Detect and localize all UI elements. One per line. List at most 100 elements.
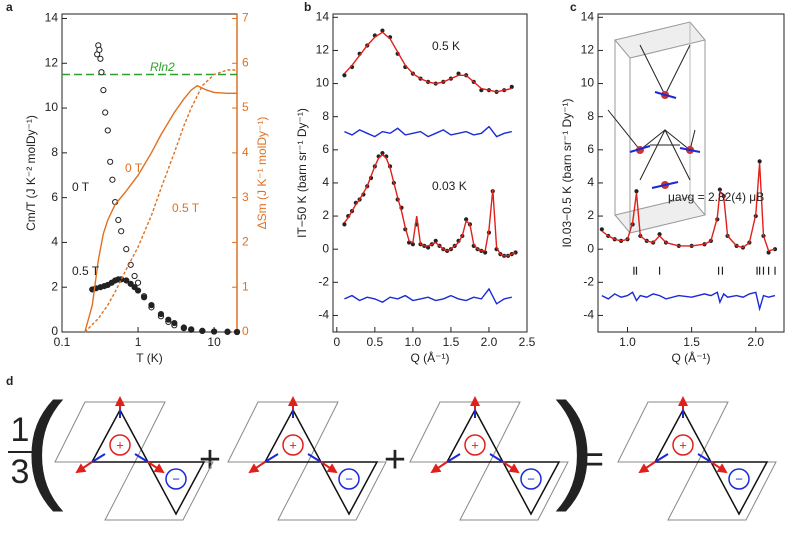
y-tick-label: 2 — [587, 208, 594, 222]
cell — [227, 401, 339, 463]
data-point — [211, 328, 218, 335]
cell — [667, 461, 777, 521]
charge-minus — [338, 468, 360, 490]
spin-arrow — [248, 461, 266, 474]
data-point — [131, 272, 138, 280]
data-point — [123, 246, 130, 253]
spin-arrow — [502, 461, 520, 474]
spin-arrow — [320, 461, 338, 474]
fraction-denominator: 3 — [11, 453, 30, 491]
charge-plus — [282, 434, 304, 456]
charge-sign: + — [116, 437, 124, 452]
y-tick-label: 0 — [322, 241, 329, 255]
data-point — [157, 310, 165, 318]
cell — [617, 401, 729, 463]
charge-minus — [165, 468, 187, 490]
data-point — [171, 319, 178, 327]
triangle — [263, 408, 323, 463]
x-tick-label: 0.5 — [366, 335, 383, 349]
data-point — [199, 327, 206, 334]
spin-tail — [264, 453, 279, 463]
data-point — [115, 216, 122, 224]
y-axis-title: Cm/T (J K⁻² molDy⁻¹) — [24, 115, 38, 231]
y-tick-label: 12 — [316, 43, 330, 57]
x-tick-label: 1.5 — [443, 335, 460, 349]
x-axis-title: T (K) — [136, 351, 162, 365]
charge-sign: − — [172, 471, 180, 486]
x-tick-label: 2.0 — [481, 335, 498, 349]
spin-tail — [489, 453, 504, 463]
x-tick-label: 2.5 — [519, 335, 536, 349]
y-tick-label: 0 — [587, 241, 594, 255]
charge-sign: − — [527, 471, 535, 486]
data-point — [107, 158, 114, 165]
data-point — [599, 227, 604, 232]
y-tick-label: 12 — [45, 55, 59, 69]
paren: ) — [555, 379, 595, 513]
data-point — [102, 109, 109, 116]
data-point — [509, 84, 514, 89]
series-line — [344, 125, 512, 138]
operator: + — [199, 439, 221, 481]
data-point — [342, 222, 347, 227]
y-tick-label: 2 — [322, 208, 329, 222]
y-tick-label: 6 — [322, 142, 329, 156]
y2-tick-label: 0 — [242, 324, 249, 338]
data-point — [224, 328, 231, 335]
x-tick-label: 10 — [207, 335, 221, 349]
cell — [54, 401, 166, 463]
data-point — [188, 326, 195, 333]
operator: = — [582, 439, 604, 481]
data-point — [96, 46, 103, 53]
x-tick-label: 0.1 — [54, 335, 71, 349]
cell — [409, 401, 521, 463]
y-tick-label: 8 — [587, 109, 594, 123]
plot-frame — [332, 13, 528, 333]
series-line — [601, 291, 776, 312]
kagome-tile: +− — [227, 396, 387, 521]
data-point — [757, 159, 762, 164]
triangle — [501, 461, 561, 516]
data-point — [634, 189, 639, 194]
panel-label: a — [6, 0, 13, 14]
data-point — [233, 328, 241, 336]
y-tick-label: -2 — [583, 274, 594, 288]
data-point — [123, 277, 130, 284]
series-line — [84, 84, 237, 333]
y2-tick-label: 3 — [242, 190, 249, 204]
spin-tail — [134, 453, 149, 463]
data-point — [180, 324, 187, 331]
x-axis-title: Q (Å⁻¹) — [411, 350, 450, 365]
data-point — [98, 69, 105, 76]
x-tick-label: 2.0 — [747, 335, 764, 349]
spin-arrow — [638, 461, 656, 474]
spin-tail — [307, 453, 322, 463]
spin-tail — [446, 453, 461, 463]
triangle — [445, 408, 505, 463]
charge-sign: + — [289, 437, 297, 452]
charge-minus — [728, 468, 750, 490]
data-point — [134, 279, 142, 286]
y-tick-label: 2 — [51, 279, 58, 293]
cell — [104, 461, 214, 521]
annotation: 0 T — [72, 180, 90, 194]
data-point — [104, 127, 111, 134]
data-point — [127, 280, 134, 287]
data-point — [165, 316, 172, 323]
triangle — [146, 461, 206, 516]
panel-label: b — [304, 0, 311, 14]
y2-tick-label: 1 — [242, 279, 249, 293]
series-line — [343, 153, 516, 257]
data-point — [97, 55, 104, 62]
kagome-tile: +− — [409, 396, 569, 521]
y2-tick-label: 7 — [242, 11, 249, 25]
y-tick-label: 10 — [45, 100, 59, 114]
charge-plus — [109, 434, 131, 456]
data-point — [140, 294, 148, 301]
kagome-tile: +− — [617, 396, 777, 521]
annotation: Rln2 — [150, 60, 175, 74]
triangle — [319, 461, 379, 516]
spin-arrow — [430, 461, 448, 474]
